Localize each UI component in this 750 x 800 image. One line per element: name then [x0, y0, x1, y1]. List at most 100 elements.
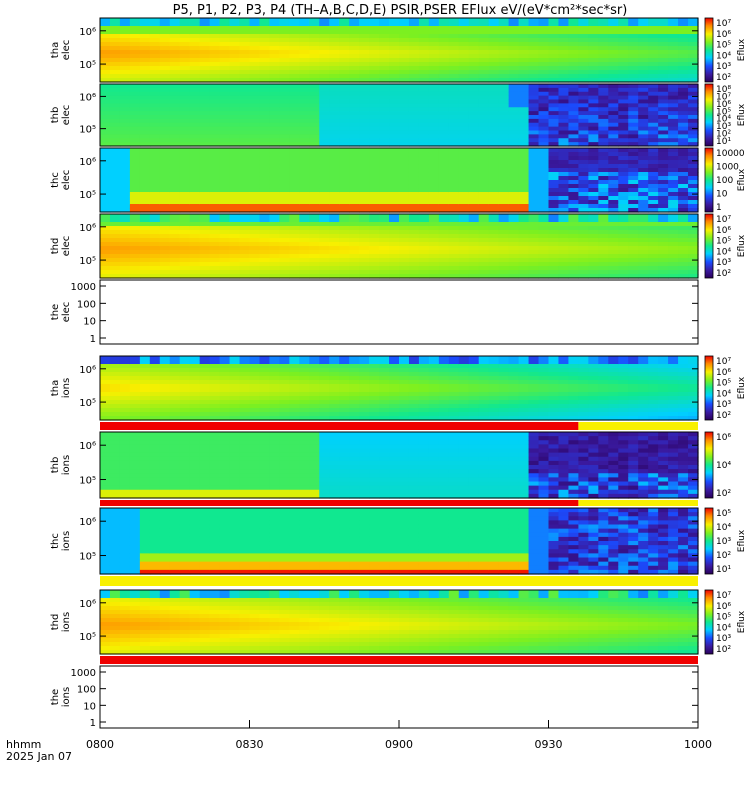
spectrogram-cell — [289, 384, 300, 389]
spectrogram-cell — [309, 404, 320, 409]
spectrogram-cell — [608, 22, 619, 27]
spectrogram-cell — [488, 392, 500, 397]
spectrogram-cell — [658, 412, 669, 417]
spectrogram-cell — [688, 95, 699, 101]
spectrogram-cell — [349, 160, 360, 165]
spectrogram-cell — [319, 412, 330, 417]
spectrogram-cell — [149, 122, 161, 128]
spectrogram-cell — [438, 34, 450, 39]
spectrogram-cell — [588, 164, 599, 169]
spectrogram-cell — [638, 208, 649, 213]
spectrogram-cell — [518, 130, 530, 135]
spectrogram-cell — [289, 258, 300, 263]
spectrogram-cell — [578, 246, 589, 251]
spectrogram-cell — [139, 26, 151, 31]
spectrogram-cell — [688, 122, 699, 128]
spectrogram-cell — [548, 196, 560, 201]
spectrogram-cell — [129, 30, 141, 35]
spectrogram-cell — [299, 230, 310, 235]
spectrogram-cell — [209, 204, 221, 209]
spectrogram-cell — [279, 274, 290, 279]
spectrogram-cell — [458, 360, 470, 365]
spectrogram-cell — [578, 254, 589, 259]
spectrogram-cell — [359, 122, 370, 128]
spectrogram-cell — [349, 111, 360, 116]
y-tick-label: 10⁶ — [79, 92, 96, 103]
spectrogram-cell — [428, 148, 440, 153]
spectrogram-cell — [369, 192, 380, 197]
spectrogram-cell — [149, 412, 161, 417]
spectrogram-cell — [528, 262, 540, 267]
spectrogram-cell — [159, 250, 171, 255]
spectrogram-cell — [139, 172, 151, 177]
spectrogram-cell — [119, 164, 131, 169]
spectrogram-cell — [259, 356, 271, 361]
spectrogram-cell — [428, 152, 440, 157]
spectrogram-cell — [408, 196, 420, 201]
spectrogram-cell — [608, 142, 619, 147]
spectrogram-cell — [598, 258, 609, 263]
spectrogram-cell — [319, 70, 330, 75]
spectrogram-cell — [508, 408, 520, 413]
spectrogram-cell — [548, 214, 560, 219]
spectrogram-cell — [608, 118, 619, 124]
spectrogram-cell — [518, 208, 530, 213]
spectrogram-cell — [558, 192, 570, 197]
spectrogram-cell — [508, 54, 520, 59]
spectrogram-cell — [468, 130, 480, 135]
spectrogram-cell — [229, 196, 241, 201]
spectrogram-cell — [139, 200, 151, 205]
spectrogram-cell — [159, 396, 171, 401]
spectrogram-cell — [399, 274, 410, 279]
spectrogram-cell — [428, 204, 440, 209]
spectrogram-cell — [349, 156, 360, 161]
spectrogram-cell — [578, 208, 589, 213]
spectrogram-cell — [618, 99, 629, 104]
spectrogram-cell — [608, 115, 619, 120]
spectrogram-cell — [109, 204, 121, 209]
spectrogram-cell — [399, 99, 410, 104]
spectrogram-cell — [428, 184, 440, 189]
spectrogram-cell — [618, 258, 629, 263]
spectrogram-cell — [179, 78, 191, 83]
y-axis-label: the — [50, 304, 61, 320]
spectrogram-cell — [239, 180, 251, 185]
spectrogram-cell — [428, 376, 440, 381]
spectrogram-cell — [269, 254, 280, 259]
spectrogram-cell — [658, 254, 669, 259]
spectrogram-cell — [239, 22, 251, 27]
spectrogram-cell — [159, 138, 171, 143]
spectrogram-cell — [139, 250, 151, 255]
spectrogram-cell — [648, 384, 659, 389]
spectrogram-cell — [289, 18, 300, 23]
spectrogram-cell — [608, 74, 619, 79]
spectrogram-cell — [648, 74, 659, 79]
spectrogram-cell — [488, 204, 500, 209]
spectrogram-cell — [448, 356, 460, 361]
spectrogram-cell — [548, 266, 560, 271]
spectrogram-cell — [299, 184, 310, 189]
spectrogram-cell — [448, 180, 460, 185]
spectrogram-cell — [518, 78, 530, 83]
spectrogram-cell — [468, 192, 480, 197]
spectrogram-cell — [100, 58, 111, 63]
spectrogram-cell — [608, 208, 619, 213]
spectrogram-cell — [408, 250, 420, 255]
spectrogram-cell — [169, 238, 181, 243]
spectrogram-cell — [628, 258, 639, 263]
spectrogram-cell — [379, 54, 390, 59]
spectrogram-cell — [149, 148, 161, 153]
spectrogram-cell — [129, 364, 141, 369]
spectrogram-cell — [528, 412, 540, 417]
spectrogram-cell — [528, 384, 540, 389]
spectrogram-cell — [648, 246, 659, 251]
spectrogram-cell — [678, 118, 689, 124]
spectrogram-cell — [568, 380, 579, 385]
spectrogram-cell — [179, 54, 191, 59]
spectrogram-cell — [119, 142, 131, 147]
spectrogram-cell — [100, 356, 111, 361]
spectrogram-cell — [329, 270, 340, 275]
spectrogram-cell — [379, 115, 390, 120]
spectrogram-cell — [389, 222, 400, 227]
spectrogram-cell — [488, 258, 500, 263]
